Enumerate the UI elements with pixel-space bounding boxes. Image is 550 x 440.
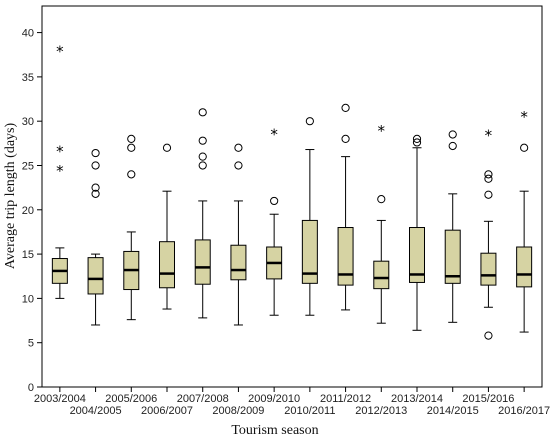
y-tick-label: 25	[22, 160, 34, 172]
outlier-point	[448, 141, 457, 151]
outlier-point	[91, 148, 100, 158]
y-tick-label: 10	[22, 293, 34, 305]
outlier-point	[341, 103, 350, 112]
box-iqr	[373, 260, 390, 290]
outlier-point	[412, 138, 422, 147]
extreme-point: *	[378, 122, 386, 140]
outlier-point	[91, 161, 100, 170]
box-2015-2016: *	[480, 126, 497, 340]
x-axis-title: Tourism season	[231, 423, 318, 438]
outlier-point	[270, 196, 279, 206]
extreme-point: *	[56, 42, 64, 60]
outlier-point	[127, 143, 136, 152]
y-tick-label: 20	[22, 205, 34, 217]
box-iqr	[444, 229, 461, 284]
extreme-point: *	[270, 126, 278, 144]
y-axis: 0 5 10 15 20 25 30 35 40	[22, 28, 42, 394]
x-tick-label: 2015/2016	[462, 393, 514, 405]
y-tick-label: 15	[22, 249, 34, 261]
box-iqr	[87, 257, 104, 295]
box-iqr	[301, 219, 318, 284]
outlier-point	[127, 134, 136, 144]
outlier-point	[198, 136, 207, 145]
y-tick-label: 40	[22, 28, 34, 40]
outlier-point	[234, 161, 243, 170]
extreme-point: *	[56, 162, 64, 180]
x-tick-label: 2004/2005	[70, 405, 122, 417]
outlier-point	[198, 108, 207, 117]
outlier-point	[91, 189, 100, 198]
outlier-point	[341, 134, 350, 144]
y-tick-label: 0	[28, 382, 34, 394]
box-iqr	[159, 241, 175, 289]
x-tick-label: 2010/2011	[284, 405, 335, 417]
outlier-point	[198, 161, 207, 170]
box-iqr	[194, 239, 211, 285]
outlier-point	[484, 174, 493, 183]
outlier-point	[305, 117, 314, 126]
box-2006-2007	[159, 143, 175, 310]
box-2016-2017: *	[516, 108, 533, 333]
box-iqr	[516, 246, 533, 288]
box-2008-2009	[230, 143, 247, 326]
box-2005-2006	[123, 134, 140, 321]
extreme-point: *	[520, 108, 528, 126]
y-tick-label: 35	[22, 72, 34, 84]
outlier-point	[127, 170, 136, 179]
x-tick-label: 2016/2017	[498, 405, 550, 417]
x-tick-label: 2008/2009	[212, 405, 264, 417]
box-2004-2005	[87, 148, 104, 326]
box-iqr	[337, 227, 354, 286]
boxes-group: * * * * * * *	[51, 42, 533, 340]
outlier-point	[412, 134, 422, 144]
box-2012-2013: *	[373, 122, 390, 324]
box-iqr	[480, 252, 497, 286]
x-tick-label: 2014/2015	[427, 405, 479, 417]
outlier-point	[520, 143, 529, 152]
x-tick-label: 2009/2010	[248, 393, 300, 405]
box-2009-2010: *	[266, 126, 283, 316]
box-iqr	[230, 244, 247, 281]
outlier-point	[91, 183, 100, 192]
box-2014-2015	[444, 130, 461, 323]
x-tick-label: 2003/2004	[34, 393, 86, 405]
y-tick-label: 30	[22, 116, 34, 128]
extreme-point: *	[485, 126, 493, 144]
x-tick-label: 2005/2006	[105, 393, 157, 405]
plot-frame	[41, 5, 543, 388]
box-2013-2014	[409, 134, 425, 331]
outlier-point	[198, 152, 207, 161]
x-tick-label: 2012/2013	[355, 405, 407, 417]
x-tick-label: 2013/2014	[391, 393, 443, 405]
box-iqr	[409, 227, 425, 283]
x-tick-label: 2007/2008	[177, 393, 229, 405]
extreme-point: *	[56, 142, 64, 160]
x-axis: 2003/20042004/20052005/20062006/20072007…	[34, 387, 550, 417]
outlier-point	[377, 195, 386, 204]
outlier-point	[162, 143, 172, 152]
x-tick-label: 2006/2007	[141, 405, 193, 417]
outlier-point	[234, 143, 243, 152]
box-2010-2011	[301, 117, 318, 316]
outlier-point	[448, 130, 457, 139]
y-tick-label: 5	[28, 338, 34, 350]
box-2011-2012	[337, 103, 354, 311]
x-tick-label: 2011/2012	[320, 393, 371, 405]
outlier-point	[484, 331, 493, 340]
outlier-point	[484, 170, 493, 179]
box-2003-2004: * * *	[51, 42, 68, 299]
y-axis-title: Average trip length (days)	[3, 123, 18, 270]
box-2007-2008	[194, 108, 211, 319]
outlier-point	[484, 190, 493, 199]
